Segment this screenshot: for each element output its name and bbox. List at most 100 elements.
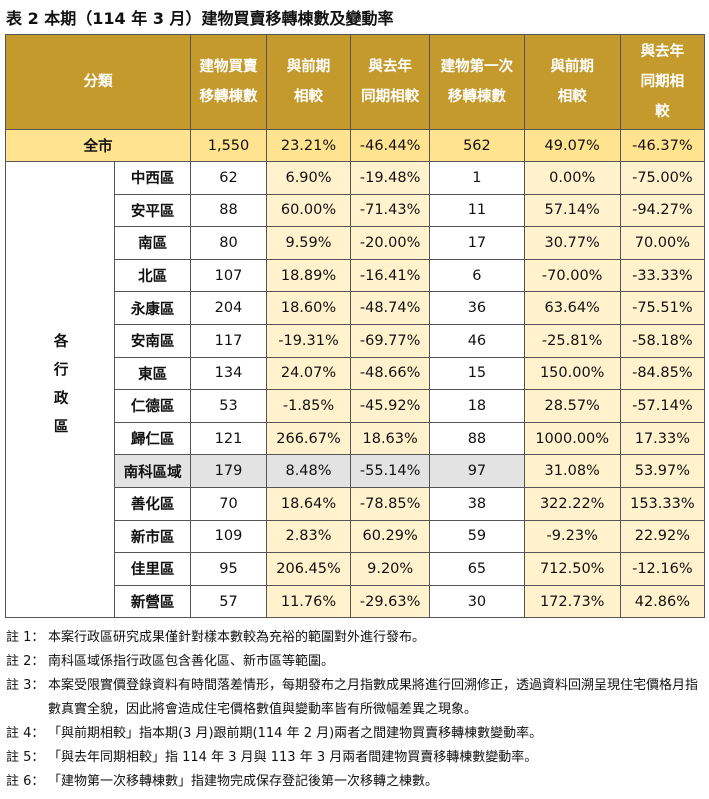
cell: -55.14% [350, 454, 431, 488]
cell: 中西區 [114, 161, 192, 195]
cell: 172.73% [523, 584, 621, 619]
cell: 117 [190, 323, 267, 358]
cell: 57 [190, 584, 267, 619]
cell: -20.00% [350, 226, 431, 260]
cell: -45.92% [350, 389, 431, 423]
cell: -69.77% [350, 323, 431, 358]
cell: -84.85% [619, 356, 706, 391]
header-line: 移轉棟數 [199, 89, 258, 105]
note-label: 註 6： [6, 774, 45, 789]
cell: -29.63% [350, 584, 431, 619]
cell: 38 [429, 486, 525, 521]
note-label: 註 3： [6, 678, 45, 693]
cell: 60.00% [265, 193, 352, 228]
cell: -33.33% [619, 258, 706, 293]
cell: 53 [190, 389, 267, 423]
cell: -71.43% [350, 193, 431, 228]
cell: 18.64% [265, 486, 352, 521]
note: 註 6： 「建物第一次移轉棟數」指建物完成保存登記後第一次移轉之棟數。 [6, 770, 706, 794]
district-row: 各行政區 中西區 62 6.90% -19.48% 1 0.00% -75.00% [4, 160, 706, 619]
cell: 18.89% [265, 258, 352, 293]
cell: 安南區 [114, 323, 192, 358]
district-row: 歸仁區 121 266.67% 18.63% 88 1000.00% 17.33% [6, 421, 706, 456]
cell: -25.81% [523, 323, 621, 358]
cell: -75.00% [619, 161, 706, 195]
cell: 東區 [114, 356, 192, 391]
header-line: 建物買賣 [199, 59, 258, 75]
district-row: 安南區 117 -19.31% -69.77% 46 -25.81% -58.18% [6, 323, 706, 358]
note: 註 1： 本案行政區研究成果僅針對樣本數較為充裕的範圍對外進行發布。 [6, 626, 706, 650]
cell: 28.57% [523, 389, 621, 423]
note: 註 3： 本案受限實價登錄資料有時間落差情形，每期發布之月指數成果將進行回溯修正，… [6, 674, 706, 722]
cell: -19.48% [350, 161, 431, 195]
cell: 121 [190, 421, 267, 456]
cell: 9.20% [350, 552, 431, 586]
cell: 17.33% [619, 421, 706, 456]
cell: 17 [429, 226, 525, 260]
header-cell: 與前期 相較 [265, 34, 352, 130]
cell: 0.00% [523, 161, 621, 195]
note: 註 4： 「與前期相較」指本期(3 月)跟前期(114 年 2 月)兩者之間建物買… [6, 722, 706, 746]
cell: 322.22% [523, 486, 621, 521]
cell: -9.23% [523, 519, 621, 554]
district-row: 南科區域 179 8.48% -55.14% 97 31.08% 53.97% [6, 454, 706, 488]
cell: 善化區 [114, 486, 192, 521]
district-row: 善化區 70 18.64% -78.85% 38 322.22% 153.33% [6, 486, 706, 521]
district-row: 仁德區 53 -1.85% -45.92% 18 28.57% -57.14% [6, 389, 706, 423]
header-line: 較 [655, 104, 670, 120]
group-label: 各行政區 [4, 160, 116, 619]
note-text: 「與前期相較」指本期(3 月)跟前期(114 年 2 月)兩者之間建物買賣移轉棟… [48, 726, 543, 741]
cell: 18 [429, 389, 525, 423]
cell: -48.74% [350, 291, 431, 325]
cell: 88 [429, 421, 525, 456]
cell: 新市區 [114, 519, 192, 554]
cell: -57.14% [619, 389, 706, 423]
header-line: 與去年 [640, 44, 685, 60]
cell: 2.83% [265, 519, 352, 554]
cell: 1,550 [190, 129, 267, 162]
note-text: 「與去年同期相較」指 114 年 3 月與 113 年 3 月兩者間建物買賣移轉… [48, 750, 538, 765]
cell: 新營區 [114, 584, 192, 619]
header-line: 移轉棟數 [447, 89, 506, 105]
note-label: 註 5： [6, 750, 45, 765]
cell: -46.44% [350, 129, 431, 162]
total-row: 全市 1,550 23.21% -46.44% 562 49.07% -46.37% [4, 129, 706, 162]
district-row: 新市區 109 2.83% 60.29% 59 -9.23% 22.92% [6, 519, 706, 554]
cell: 9.59% [265, 226, 352, 260]
cell: 佳里區 [114, 552, 192, 586]
cell: 北區 [114, 258, 192, 293]
note: 註 2： 南科區域係指行政區包含善化區、新市區等範圍。 [6, 650, 706, 674]
cell: 60.29% [350, 519, 431, 554]
cell: 30.77% [523, 226, 621, 260]
district-row: 南區 80 9.59% -20.00% 17 30.77% 70.00% [6, 226, 706, 260]
note-label: 註 1： [6, 630, 45, 645]
cell: 70.00% [619, 226, 706, 260]
header-line: 分類 [83, 74, 113, 90]
cell: 206.45% [265, 552, 352, 586]
cell: -16.41% [350, 258, 431, 293]
cell: 15 [429, 356, 525, 391]
district-row: 安平區 88 60.00% -71.43% 11 57.14% -94.27% [6, 193, 706, 228]
cell: 11.76% [265, 584, 352, 619]
cell: 安平區 [114, 193, 192, 228]
cell: -1.85% [265, 389, 352, 423]
cell: 57.14% [523, 193, 621, 228]
district-row: 東區 134 24.07% -48.66% 15 150.00% -84.85% [6, 356, 706, 391]
cell: 109 [190, 519, 267, 554]
header-line: 同期相 [640, 74, 685, 90]
cell: 23.21% [265, 129, 352, 162]
cell: 42.86% [619, 584, 706, 619]
header-cell: 分類 [4, 34, 192, 130]
cell: 6 [429, 258, 525, 293]
cell: 24.07% [265, 356, 352, 391]
cell: -70.00% [523, 258, 621, 293]
cell: 30 [429, 584, 525, 619]
cell: 全市 [4, 129, 192, 162]
note-text: 本案受限實價登錄資料有時間落差情形，每期發布之月指數成果將進行回溯修正，透過資料… [48, 678, 699, 717]
header-cell: 建物第一次 移轉棟數 [429, 34, 525, 130]
header-line: 與前期 [550, 59, 594, 75]
cell: 仁德區 [114, 389, 192, 423]
cell: 歸仁區 [114, 421, 192, 456]
cell: 49.07% [523, 129, 621, 162]
header-line: 建物第一次 [440, 59, 514, 75]
